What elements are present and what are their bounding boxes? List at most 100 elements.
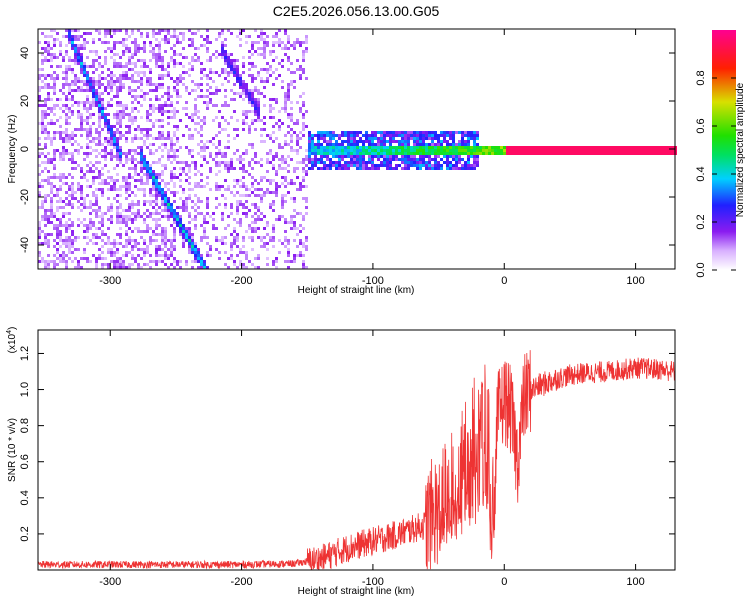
heatmap-cell [311, 140, 314, 143]
heatmap-cell [257, 116, 260, 119]
heatmap-cell [41, 218, 44, 221]
heatmap-cell [395, 164, 398, 167]
heatmap-cell [56, 191, 59, 194]
heatmap-cell [89, 65, 92, 68]
heatmap-cell [314, 143, 317, 146]
heatmap-cell [194, 53, 197, 56]
x-tick-label: -100 [362, 576, 384, 588]
heatmap-cell [305, 77, 308, 80]
heatmap-cell [47, 50, 50, 53]
heatmap-cell [98, 107, 101, 110]
heatmap-cell [74, 38, 77, 41]
heatmap-cell [161, 68, 164, 71]
heatmap-cell [125, 245, 128, 248]
heatmap-cell [641, 149, 644, 152]
heatmap-cell [110, 221, 113, 224]
heatmap-cell [293, 254, 296, 257]
heatmap-cell [272, 155, 275, 158]
heatmap-cell [119, 86, 122, 89]
heatmap-cell [263, 38, 266, 41]
heatmap-cell [263, 116, 266, 119]
heatmap-cell [227, 185, 230, 188]
heatmap-cell [272, 50, 275, 53]
heatmap-cell [155, 56, 158, 59]
heatmap-cell [422, 158, 425, 161]
heatmap-cell [140, 95, 143, 98]
heatmap-cell [656, 146, 659, 149]
heatmap-cell [437, 140, 440, 143]
heatmap-cell [92, 98, 95, 101]
heatmap-cell [257, 113, 260, 116]
heatmap-cell [248, 56, 251, 59]
heatmap-cell [41, 200, 44, 203]
heatmap-cell [206, 47, 209, 50]
heatmap-cell [470, 146, 473, 149]
heatmap-cell [185, 113, 188, 116]
heatmap-cell [185, 56, 188, 59]
heatmap-cell [215, 197, 218, 200]
heatmap-cell [104, 152, 107, 155]
heatmap-cell [98, 137, 101, 140]
heatmap-cell [218, 203, 221, 206]
heatmap-cell [296, 41, 299, 44]
heatmap-cell [302, 254, 305, 257]
heatmap-cell [65, 107, 68, 110]
heatmap-cell [209, 167, 212, 170]
heatmap-cell [662, 146, 665, 149]
heatmap-cell [656, 152, 659, 155]
heatmap-cell [119, 146, 122, 149]
heatmap-cell [143, 62, 146, 65]
heatmap-cell [290, 146, 293, 149]
heatmap-cell [263, 53, 266, 56]
heatmap-cell [272, 44, 275, 47]
heatmap-cell [158, 158, 161, 161]
heatmap-cell [257, 107, 260, 110]
heatmap-cell [233, 110, 236, 113]
heatmap-cell [107, 92, 110, 95]
heatmap-cell [353, 164, 356, 167]
heatmap-cell [137, 137, 140, 140]
heatmap-cell [182, 56, 185, 59]
heatmap-cell [71, 221, 74, 224]
heatmap-cell [113, 197, 116, 200]
heatmap-cell [221, 32, 224, 35]
heatmap-cell [140, 35, 143, 38]
heatmap-cell [134, 119, 137, 122]
heatmap-cell [347, 164, 350, 167]
heatmap-cell [224, 95, 227, 98]
heatmap-cell [77, 38, 80, 41]
heatmap-cell [116, 110, 119, 113]
heatmap-cell [89, 50, 92, 53]
heatmap-cell [179, 266, 182, 269]
heatmap-cell [467, 134, 470, 137]
heatmap-cell [98, 161, 101, 164]
heatmap-cell [581, 152, 584, 155]
heatmap-cell [491, 149, 494, 152]
heatmap-cell [200, 95, 203, 98]
heatmap-cell [128, 209, 131, 212]
heatmap-cell [551, 152, 554, 155]
heatmap-cell [596, 149, 599, 152]
heatmap-cell [245, 41, 248, 44]
heatmap-cell [173, 53, 176, 56]
heatmap-cell [296, 161, 299, 164]
heatmap-cell [176, 140, 179, 143]
heatmap-cell [119, 227, 122, 230]
heatmap-cell [467, 158, 470, 161]
heatmap-cell [293, 215, 296, 218]
heatmap-cell [71, 95, 74, 98]
heatmap-cell [215, 236, 218, 239]
heatmap-cell [236, 149, 239, 152]
heatmap-cell [413, 140, 416, 143]
heatmap-cell [50, 137, 53, 140]
heatmap-cell [146, 164, 149, 167]
heatmap-cell [98, 182, 101, 185]
heatmap-cell [386, 161, 389, 164]
heatmap-cell [182, 200, 185, 203]
heatmap-cell [350, 158, 353, 161]
heatmap-cell [71, 230, 74, 233]
heatmap-cell [251, 239, 254, 242]
heatmap-cell [554, 149, 557, 152]
heatmap-cell [119, 263, 122, 266]
heatmap-cell [179, 77, 182, 80]
